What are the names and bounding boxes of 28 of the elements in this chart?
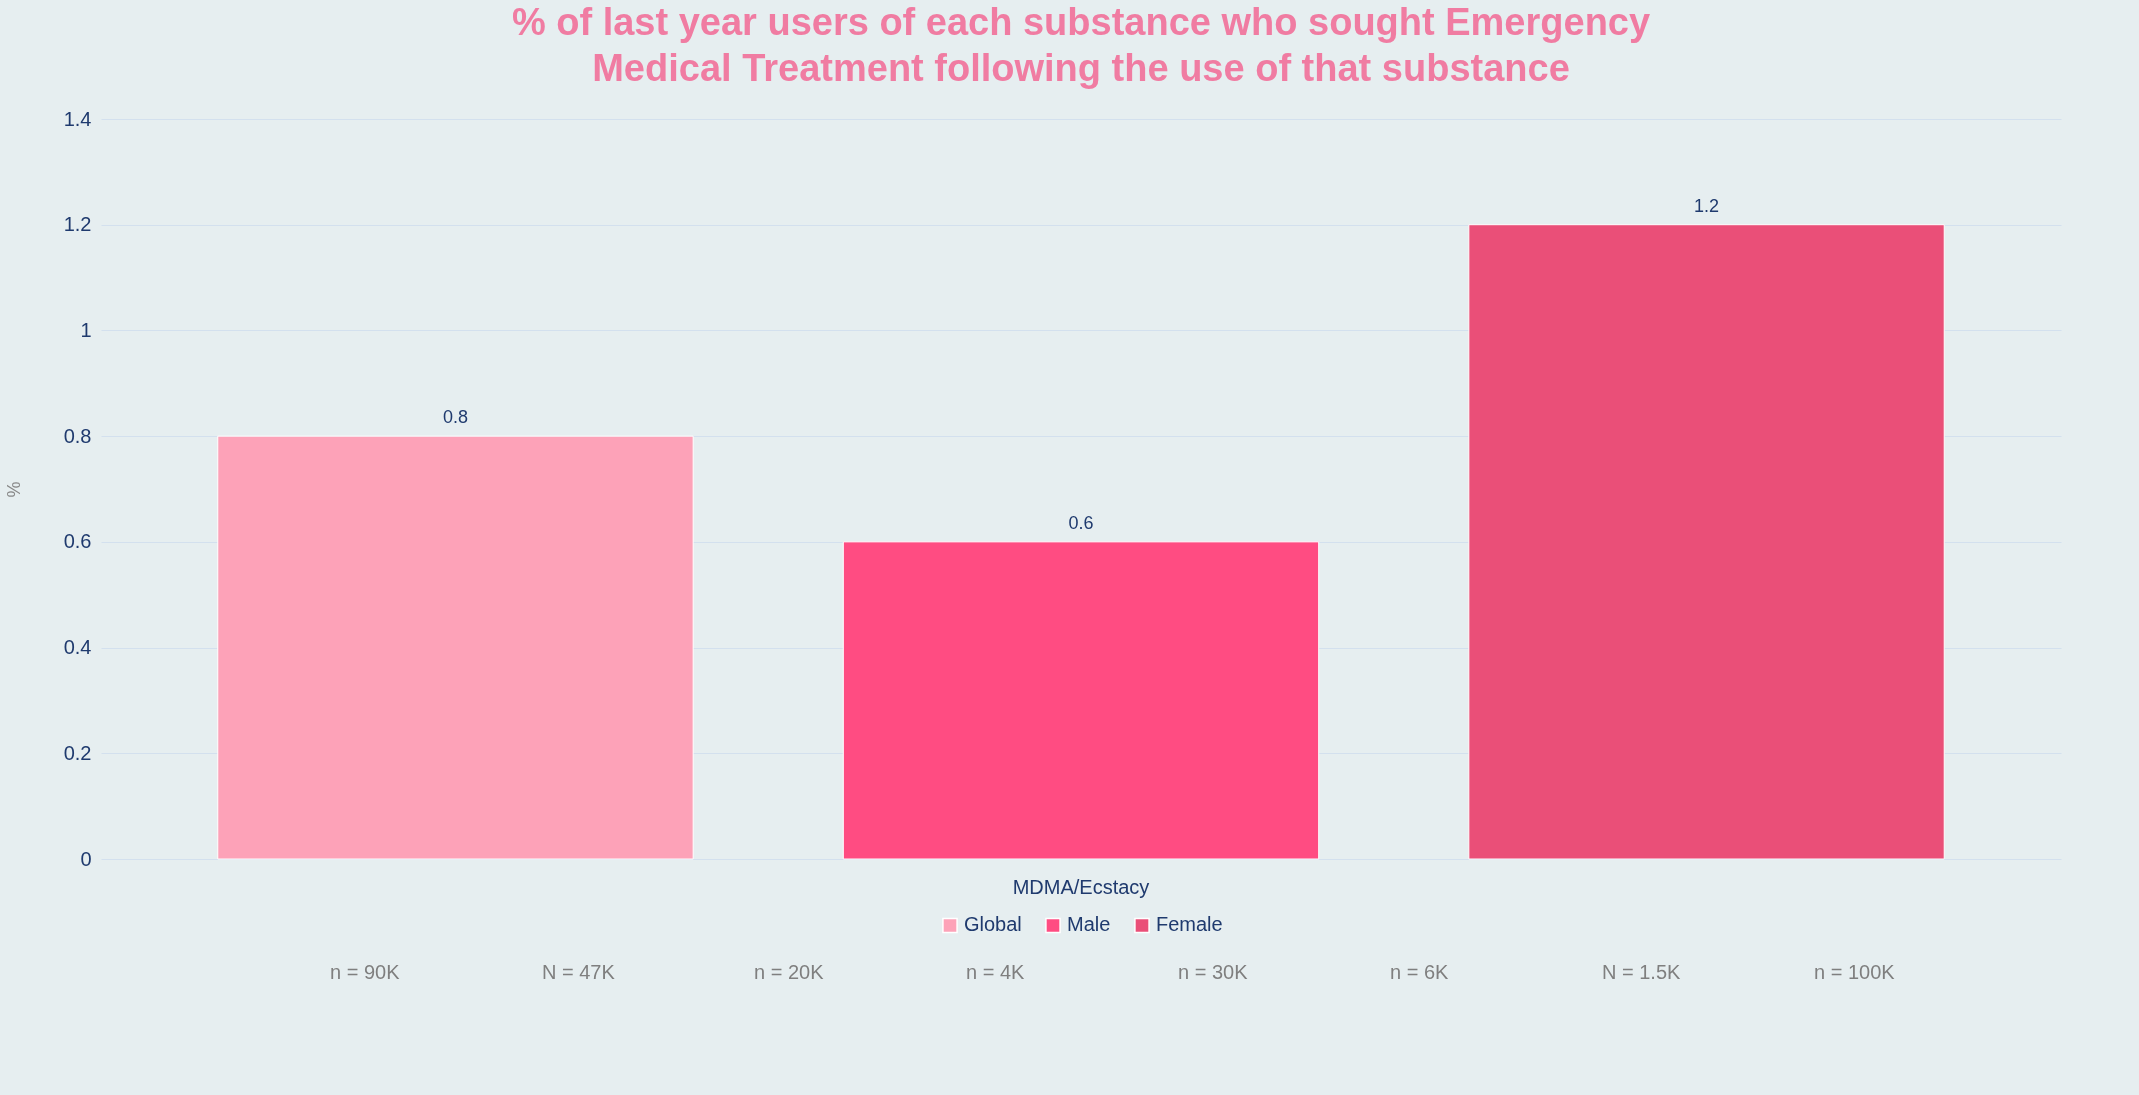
text: N = 47K [542,961,616,984]
y-tick-label: 0 [80,847,92,870]
y-tick-label: 0.2 [63,741,92,764]
legend-label: Female [1156,913,1223,936]
y-tick-label: 1 [80,318,92,341]
data-label: 0.6 [1068,512,1094,533]
data-label: 1.2 [1694,195,1720,216]
legend-label: Global [964,913,1022,936]
y-tick-label: 1.4 [63,107,92,130]
text: n = 20K [754,961,825,984]
text: n = 100K [1814,961,1896,984]
y-tick-label: 0.6 [63,530,92,553]
bar [1468,224,1945,860]
text: n = 30K [1178,961,1249,984]
bar [217,435,694,860]
x-tick-label: MDMA/Ecstacy [1012,875,1150,898]
y-tick-label: 0.4 [63,636,92,659]
y-tick-label: 0.8 [63,424,92,447]
bar [842,541,1320,860]
data-label: 0.8 [442,407,468,428]
y-axis-title: % [3,481,24,498]
y-tick-label: 1.2 [63,213,92,236]
text: n = 90K [330,961,401,984]
text: n = 6K [1390,961,1450,984]
text: N = 1.5K [1602,961,1682,984]
text: n = 4K [966,961,1026,984]
legend-label: Male [1067,913,1111,936]
chart-title: % of last year users of each substance who sought Emergency Medical Treatment following the use of that substance [511,1,1651,89]
